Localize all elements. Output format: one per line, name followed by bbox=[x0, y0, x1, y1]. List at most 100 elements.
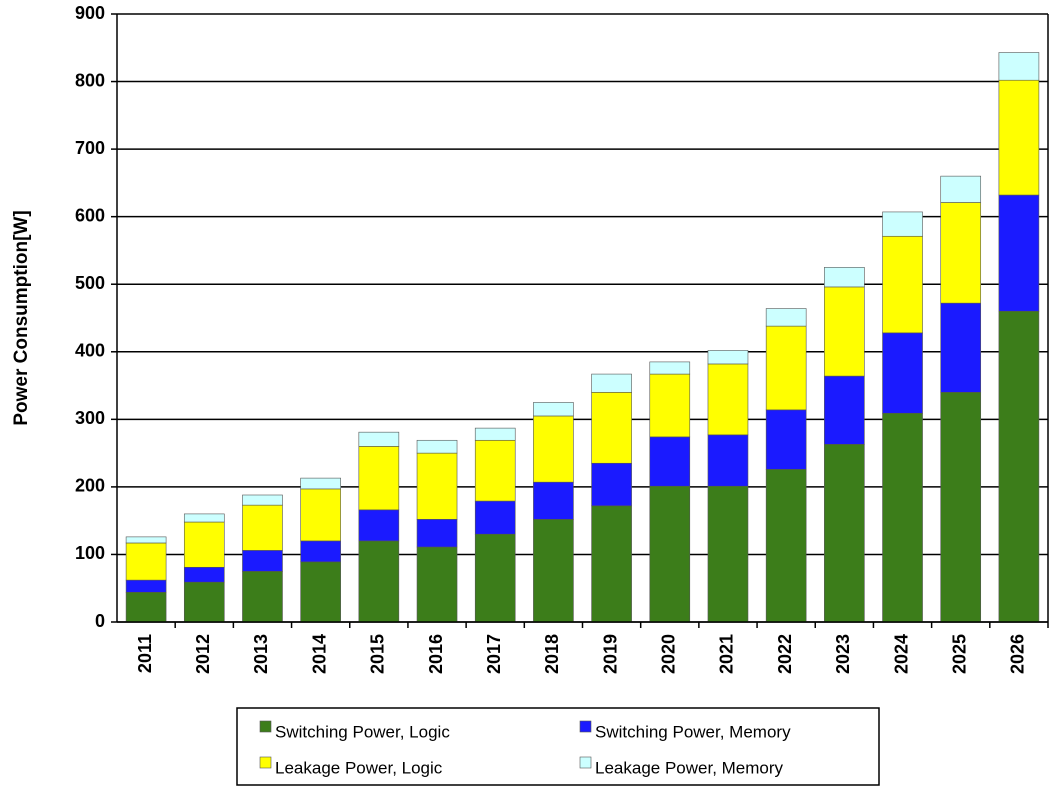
x-tick-label: 2011 bbox=[135, 634, 155, 673]
legend-swatch bbox=[579, 720, 592, 733]
x-tick-label: 2014 bbox=[309, 634, 329, 674]
bar-segment bbox=[765, 325, 807, 411]
bar-segment bbox=[242, 494, 283, 506]
bar-segment bbox=[824, 286, 865, 377]
bar-segment bbox=[183, 581, 225, 623]
bar-segment bbox=[300, 540, 341, 563]
bar-segment bbox=[125, 536, 167, 544]
bar-segment bbox=[649, 436, 691, 487]
x-tick-label: 2025 bbox=[949, 634, 969, 674]
bar-segment bbox=[416, 519, 458, 548]
y-tick-label: 800 bbox=[75, 70, 105, 90]
x-tick-label: 2024 bbox=[891, 634, 911, 674]
bar-segment bbox=[242, 504, 283, 551]
x-tick-label: 2016 bbox=[426, 634, 446, 674]
bar-segment bbox=[940, 302, 982, 393]
x-tick-label: 2017 bbox=[484, 634, 504, 674]
bar-segment bbox=[707, 363, 749, 436]
bar-segment bbox=[474, 533, 516, 623]
y-tick-label: 700 bbox=[75, 138, 105, 158]
bar-segment bbox=[533, 519, 574, 623]
bar-segment bbox=[358, 540, 400, 623]
bar-segment bbox=[125, 542, 167, 581]
x-tick-label: 2020 bbox=[659, 634, 679, 674]
bar-segment bbox=[765, 469, 807, 623]
x-tick-label: 2026 bbox=[1008, 634, 1028, 674]
bar-segment bbox=[125, 579, 167, 593]
y-axis-label: Power Consumption[W] bbox=[11, 210, 32, 425]
bar-segment bbox=[416, 439, 458, 454]
y-tick-label: 0 bbox=[95, 611, 105, 631]
bar-segment bbox=[824, 444, 865, 623]
bar-segment bbox=[300, 561, 341, 623]
bar-segment bbox=[591, 462, 632, 507]
legend-label: Leakage Power, Logic bbox=[275, 758, 443, 777]
x-tick-label: 2013 bbox=[251, 634, 271, 674]
bar-segment bbox=[300, 488, 341, 542]
bar-segment bbox=[242, 571, 283, 623]
bar-segment bbox=[940, 175, 982, 203]
y-tick-label: 400 bbox=[75, 341, 105, 361]
bar-segment bbox=[183, 513, 225, 523]
x-tick-label: 2019 bbox=[600, 634, 620, 674]
legend-swatch bbox=[259, 756, 272, 769]
bar-segment bbox=[183, 521, 225, 568]
x-tick-label: 2012 bbox=[193, 634, 213, 674]
bar-segment bbox=[998, 52, 1040, 81]
bar-segment bbox=[649, 373, 691, 438]
y-tick-label: 300 bbox=[75, 408, 105, 428]
bar-segment bbox=[824, 375, 865, 445]
bar-segment bbox=[358, 509, 400, 542]
y-tick-label: 600 bbox=[75, 205, 105, 225]
legend-swatch bbox=[259, 720, 272, 733]
bar-segment bbox=[882, 332, 923, 414]
bar-segment bbox=[242, 550, 283, 572]
y-tick-label: 900 bbox=[75, 3, 105, 23]
bar-segment bbox=[358, 446, 400, 511]
bar-segment bbox=[533, 481, 574, 520]
bar-segment bbox=[824, 267, 865, 288]
legend-label: Switching Power, Memory bbox=[595, 722, 791, 741]
bar-segment bbox=[125, 591, 167, 623]
x-tick-label: 2015 bbox=[368, 634, 388, 674]
bar-segment bbox=[882, 412, 923, 623]
bar-segment bbox=[474, 439, 516, 502]
y-tick-label: 200 bbox=[75, 476, 105, 496]
bar-segment bbox=[591, 505, 632, 623]
bar-segment bbox=[474, 427, 516, 441]
bar-segment bbox=[533, 402, 574, 417]
x-tick-label: 2022 bbox=[775, 634, 795, 674]
bar-segment bbox=[649, 361, 691, 375]
bar-segment bbox=[998, 310, 1040, 623]
x-tick-label: 2021 bbox=[717, 634, 737, 674]
bar-segment bbox=[591, 392, 632, 464]
bar-segment bbox=[940, 392, 982, 623]
bar-segment bbox=[998, 79, 1040, 196]
bar-segment bbox=[882, 211, 923, 237]
x-tick-label: 2018 bbox=[542, 634, 562, 674]
bar-segment bbox=[416, 452, 458, 520]
x-tick-label: 2023 bbox=[833, 634, 853, 674]
bar-segment bbox=[358, 431, 400, 447]
legend-label: Leakage Power, Memory bbox=[595, 758, 784, 777]
bar-segment bbox=[765, 308, 807, 327]
y-tick-label: 100 bbox=[75, 543, 105, 563]
bar-segment bbox=[765, 409, 807, 470]
bar-segment bbox=[649, 485, 691, 623]
legend-box bbox=[236, 707, 880, 786]
bar-segment bbox=[940, 202, 982, 304]
bar-segment bbox=[998, 194, 1040, 312]
bar-segment bbox=[533, 415, 574, 483]
bar-segment bbox=[882, 235, 923, 334]
bar-segment bbox=[591, 373, 632, 393]
legend-label: Switching Power, Logic bbox=[275, 722, 450, 741]
bar-segment bbox=[300, 477, 341, 490]
bar-segment bbox=[707, 485, 749, 623]
bar-segment bbox=[474, 500, 516, 535]
bar-segment bbox=[183, 566, 225, 583]
bar-segment bbox=[416, 546, 458, 623]
y-tick-label: 500 bbox=[75, 273, 105, 293]
bar-segment bbox=[707, 350, 749, 365]
legend-swatch bbox=[579, 756, 592, 769]
